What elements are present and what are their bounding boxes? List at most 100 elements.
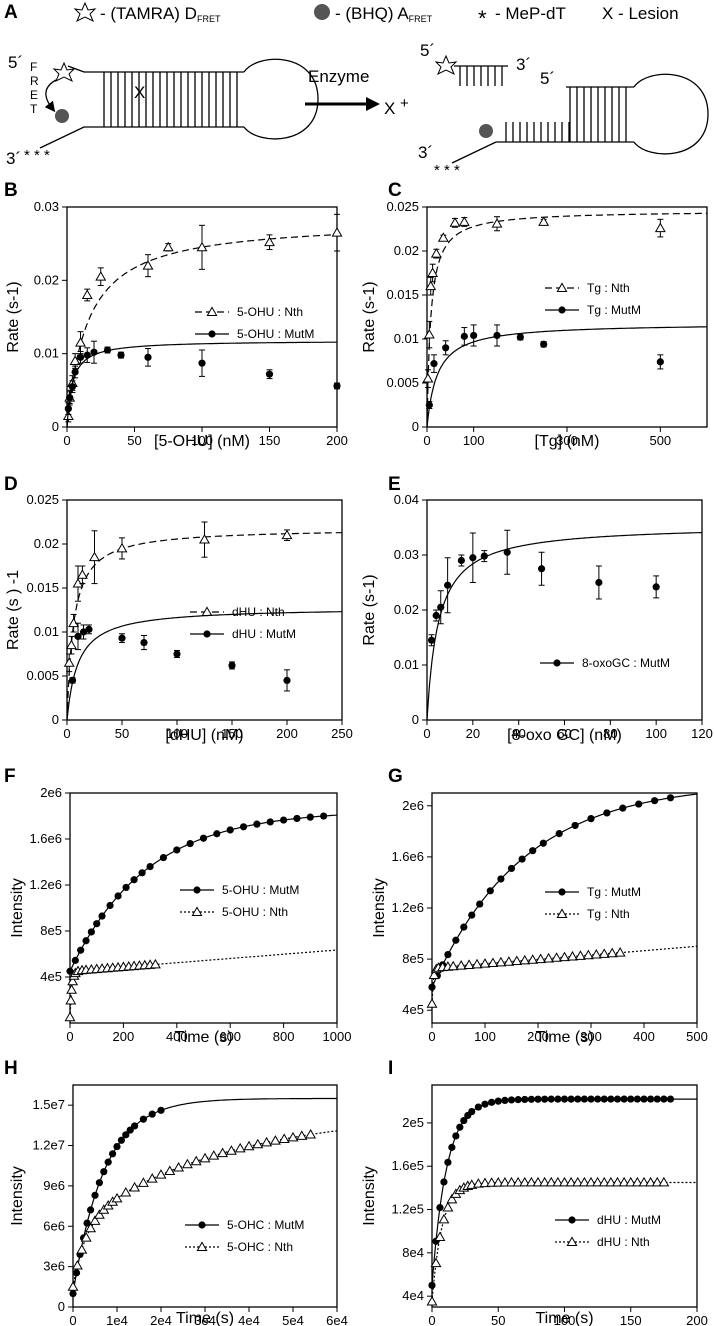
legend-label: dHU : MutM [597,1213,661,1227]
data-point-triangle [162,241,174,252]
data-point-triangle [129,1181,141,1192]
x-axis-label: Time (s) [174,1029,232,1046]
y-tick-label: 1.6e6 [391,849,424,864]
data-point-circle [587,1095,595,1103]
y-axis-label: Rate (s-1) [361,281,378,352]
svg-text:R: R [30,74,39,88]
data-point-triangle [625,1176,637,1187]
data-point-circle [293,814,301,823]
y-tick-label: 0.005 [386,375,419,390]
data-point-circle [656,358,664,366]
legend-marker [191,906,203,916]
star-donor-icon [52,61,76,83]
data-point-triangle [85,1222,97,1233]
y-tick-label: 3e6 [43,1259,65,1274]
data-point-triangle [426,1295,438,1306]
data-point-triangle [423,328,435,339]
x-tick-label: 100 [166,726,188,741]
data-point-circle [587,815,595,823]
data-point-triangle [503,956,515,966]
plot-frame [431,1084,698,1308]
panel-letter: G [388,766,403,787]
legend-marker [208,330,216,338]
data-point-triangle [225,1145,237,1155]
x-tick-label: 60 [557,726,571,741]
legend-marker [556,282,568,292]
data-point-triangle [437,232,449,242]
data-point-circle [114,892,122,900]
fit-curve [67,234,337,427]
data-point-triangle [71,1259,83,1270]
data-point-circle [239,823,248,831]
fit-curve [427,532,702,720]
data-point-circle [131,1122,139,1130]
data-point-circle [555,829,563,838]
x-tick-label: 200 [326,433,348,448]
data-point-circle [440,1178,448,1186]
data-point-triangle [438,1213,450,1224]
panel-f-chart: F 0 200 400 600 800 1000 4e5 8e5 1.2e6 1.6e6 2e6 Tim… [4,766,351,1046]
panel-letter: I [388,1058,393,1079]
data-point-triangle [430,1257,442,1268]
data-point-circle [460,923,468,931]
x-tick-label: 200 [527,1029,549,1044]
legend-label: dHU : Nth [232,605,285,619]
data-point-circle [173,650,181,658]
data-point-triangle [479,1177,491,1188]
data-point-triangle [612,1176,623,1187]
data-point-triangle [525,1176,537,1187]
x-tick-label: 500 [649,433,671,448]
y-tick-label: 0.005 [26,668,59,683]
data-point-circle [117,351,125,359]
x-tick-label: 40 [511,726,525,741]
data-point-circle [660,1095,668,1103]
data-point-triangle [574,950,586,960]
data-point-circle [529,847,537,855]
data-point-triangle [538,216,550,226]
y-tick-label: 2e6 [402,798,424,813]
data-point-triangle [155,1169,167,1179]
panel-letter: D [4,474,18,495]
panel-letter: C [388,180,402,201]
y-tick-label: 0 [52,712,59,727]
data-point-circle [72,1269,81,1277]
data-point-circle [647,1095,655,1103]
y-axis-label: Rate (s-1) [361,574,378,645]
data-point-circle [537,565,546,573]
data-point-triangle [519,954,531,965]
data-point-circle [457,556,465,565]
data-point-circle [501,1096,509,1104]
y-tick-label: 0.01 [34,346,59,361]
data-point-circle [98,912,106,920]
legend-label: Tg : MutM [587,303,641,317]
x-tick-label: 150 [620,1313,642,1326]
x-tick-label: 0 [63,433,70,448]
svg-text:- (TAMRA) DFRET: - (TAMRA) DFRET [100,4,221,24]
data-point-triangle [559,951,570,962]
legend-mep: - MeP-dT [495,4,566,23]
y-axis-label: Intensity [371,878,388,938]
y-tick-label: 0.025 [386,199,419,214]
y-tick-label: 8e5 [402,951,424,966]
panel-i-chart: I 0 50 100 150 200 4e4 8e4 1.2e5 1.6e5 2e5 Time (s)… [361,1058,708,1326]
panel-letter: A [4,2,18,23]
legend-label: 5-OHU : Nth [237,305,303,319]
y-tick-label: 1.2e5 [391,1202,424,1217]
y-tick-label: 6e6 [43,1218,65,1233]
fit-curve [70,949,337,1018]
fit-curve [73,1097,337,1294]
data-point-circle [594,1095,602,1103]
svg-text:E: E [30,88,38,102]
y-tick-label: 0.01 [394,331,419,346]
data-point-circle [77,946,85,954]
data-point-triangle [492,1177,504,1187]
data-point-circle [109,1150,117,1158]
data-point-circle [503,548,511,556]
y-tick-label: 0 [412,419,419,434]
data-point-circle [425,401,433,409]
released-fragment [454,65,508,86]
data-point-triangle [331,227,343,237]
data-point-triangle [598,1176,610,1187]
data-point-circle [66,394,74,402]
plot-frame [72,1084,338,1308]
